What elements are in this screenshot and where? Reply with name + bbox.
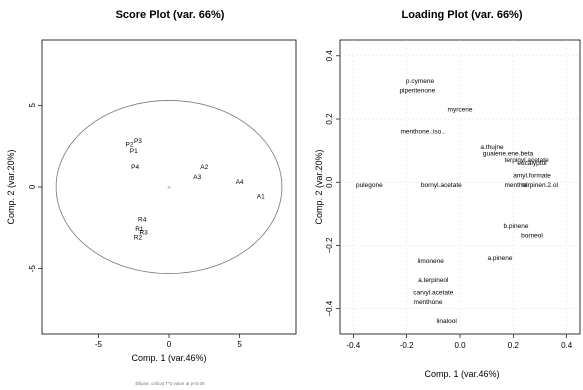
loading-point-label: linalool (437, 318, 458, 325)
loading-plot-title: Loading Plot (var. 66%) (401, 9, 522, 21)
x-tick-label: -5 (95, 340, 103, 349)
x-tick-label: 0.0 (454, 341, 466, 350)
score-point-label: R2 (134, 234, 143, 241)
loading-point-label: b.pinene (504, 223, 529, 230)
loading-point-label: amyl.formate (513, 173, 551, 180)
loading-point-label: myrcene (448, 106, 473, 113)
loading-point-label: limonene (417, 258, 444, 265)
loading-point-label: carvyl.acetate (413, 290, 453, 297)
y-tick-label: −0.2 (325, 237, 334, 253)
y-tick-label: 5 (28, 103, 37, 108)
score-point-label: A2 (200, 164, 208, 171)
score-point-label: P3 (134, 138, 142, 145)
score-plot-ticks: -5 0 5 -5 0 5 (28, 103, 242, 349)
x-tick-label: 5 (237, 340, 242, 349)
score-plot: Score Plot (var. 66%) -5 0 5-505 + P2 P3P1P… (6, 9, 297, 386)
loading-plot-ylabel: Comp. 2 (var.20%) (314, 149, 324, 224)
y-tick-label: −0.4 (325, 300, 334, 316)
score-plot-ylabel: Comp. 2 (var.20%) (6, 149, 16, 224)
loading-point-label: piperitenone (399, 87, 435, 94)
loading-point-label: a.pinene (488, 255, 513, 262)
x-tick-label: 0 (167, 340, 172, 349)
score-point-label: R1 (135, 226, 144, 233)
score-plot-xlabel: Comp. 1 (var.46%) (131, 353, 206, 363)
ellipse-note: Ellipse: critical T^2 value at p<0.05 (135, 381, 205, 386)
score-plot-title: Score Plot (var. 66%) (116, 9, 225, 21)
loading-point-label: p.cymene (406, 78, 435, 85)
score-point-label: A1 (257, 194, 265, 201)
score-point-label: A3 (193, 174, 201, 181)
loading-plot-points: p.cymene piperitenone myrcene menthone..iso… (356, 78, 558, 325)
loading-point-label: pulegone (356, 182, 383, 189)
loading-plot: Loading Plot (var. 66%) -0.4 -0.2 0.0 0.2 0.… (314, 9, 581, 379)
loading-point-label: terpinyl.acetate (505, 157, 549, 164)
confidence-ellipse (55, 100, 283, 274)
loading-point-label: menthone..iso.. (400, 128, 445, 135)
x-tick-label: 0.2 (508, 341, 520, 350)
loading-point-label: bornyl.acetate (421, 182, 462, 189)
loading-point-label: a.thujne (480, 144, 504, 151)
score-point-label: P4 (131, 164, 139, 171)
x-tick-label: -0.4 (346, 341, 360, 350)
loading-point-label: a.terpineol (418, 277, 449, 284)
y-tick-label: 0.2 (325, 113, 334, 125)
loading-plot-ticks: -0.4 -0.2 0.0 0.2 0.4 −0.4 −0.2 0.0 0.2 0.4 (325, 50, 573, 350)
loading-point-label: guaiene.ene.beta (483, 151, 534, 158)
loading-plot-xlabel: Comp. 1 (var.46%) (424, 369, 499, 379)
y-tick-label: 0.0 (325, 176, 334, 188)
score-point-label: P2 (126, 141, 134, 148)
score-point-label: P1 (130, 148, 138, 155)
origin-marker: + (167, 185, 171, 192)
loading-point-label: borneol (521, 233, 543, 240)
x-tick-label: -0.2 (400, 341, 414, 350)
score-point-label: R3 (139, 229, 148, 236)
y-tick-label: -5 (28, 265, 37, 273)
loading-plot-grid (340, 40, 580, 334)
x-tick-label: 0.4 (561, 341, 573, 350)
loading-point-label: terpinen.2.ol (522, 182, 558, 189)
loading-point-label: menthone (414, 299, 443, 306)
y-tick-label: 0 (28, 184, 37, 189)
loading-point-label: menthol (504, 182, 528, 189)
y-tick-label: 0.4 (325, 50, 334, 62)
score-point-label: A4 (236, 179, 244, 186)
loading-point-label: eucalyptol (517, 160, 547, 167)
score-point-label: R4 (138, 216, 147, 223)
